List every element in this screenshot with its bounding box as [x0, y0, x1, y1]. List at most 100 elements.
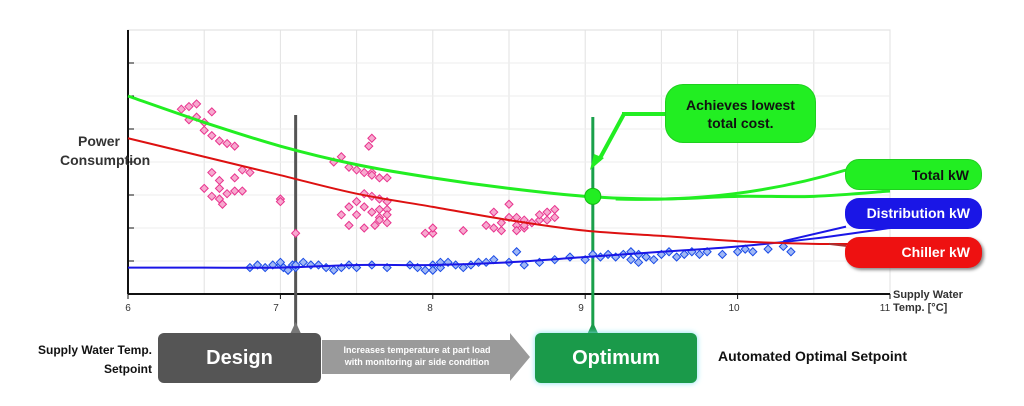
scatter-point [214, 136, 225, 146]
optimum-pointer [586, 322, 599, 335]
scatter-point [382, 173, 392, 183]
scatter-point [428, 228, 438, 238]
scatter-point [275, 257, 286, 268]
arrow-caption-line1: Increases temperature at part load [343, 345, 491, 355]
callout-line2: total cost. [707, 115, 774, 131]
setpoint-label-line1: Supply Water Temp. [37, 343, 152, 357]
scatter-point [496, 218, 507, 228]
callout-arrowhead [590, 154, 604, 170]
scatter-point [732, 247, 743, 257]
scatter-point [481, 220, 491, 231]
series-line-distribution-kw [128, 227, 891, 269]
scatter-point [364, 141, 374, 151]
x-tick-label: 6 [125, 303, 131, 314]
scatter-point [374, 173, 385, 183]
scatter-point [550, 212, 560, 223]
scatter-point [382, 218, 392, 228]
scatter-point [489, 223, 499, 233]
y-axis-label: Power Consumption [60, 132, 151, 170]
scatter-point [359, 167, 369, 178]
x-tick-label: 10 [728, 303, 740, 314]
scatter-point [740, 244, 750, 254]
scatter-point [229, 173, 240, 183]
scatter-point [344, 220, 354, 231]
scatter-point [786, 247, 796, 257]
scatter-point [542, 207, 552, 217]
scatter-point [626, 254, 636, 265]
scatter-point [222, 138, 232, 149]
optimum-point [584, 187, 602, 205]
progress-arrow [322, 333, 530, 381]
scatter-point [275, 196, 286, 207]
scatter-point [504, 199, 514, 209]
scatter-point [748, 247, 758, 257]
scatter-point [542, 215, 552, 225]
automated-setpoint-label: Automated Optimal Setpoint [718, 348, 907, 364]
scatter-point [290, 228, 301, 238]
scatter-point [367, 207, 377, 217]
design-pointer [289, 322, 302, 335]
lowest-cost-callout: Achieves lowest total cost. [665, 84, 816, 143]
scatter-point [344, 202, 354, 212]
setpoint-label-line2: Setpoint [104, 362, 152, 376]
x-tick-label: 9 [578, 303, 584, 314]
scatter-point [717, 249, 728, 260]
arrow-caption-line2: with monitoring air side condition [344, 357, 490, 367]
optimum-box: Optimum [535, 333, 697, 383]
x-tick-label: 7 [273, 303, 279, 314]
scatter-point [184, 101, 194, 112]
x-axis-label-line2: Temp. [°C] [893, 302, 948, 314]
scatter-point [359, 202, 369, 212]
scatter-point [420, 265, 430, 275]
design-box: Design [158, 333, 321, 383]
scatter-point [489, 207, 499, 217]
chiller-connector [828, 242, 847, 247]
bottom-shapes [289, 322, 599, 381]
scatter-point [679, 249, 689, 260]
scatter-point [344, 162, 354, 172]
scatter-point [207, 167, 217, 178]
scatter-point [199, 125, 209, 136]
x-axis-label: Supply Water Temp. [°C] [893, 289, 963, 315]
scatter-point [641, 252, 651, 262]
scatter-point [191, 99, 202, 109]
scatter-point [351, 210, 362, 220]
scatter-point [649, 254, 659, 265]
scatter-point [370, 220, 380, 231]
scatter-point [336, 210, 347, 220]
scatter-point [519, 260, 529, 270]
scatter-point [222, 188, 232, 199]
scatter-point [217, 199, 228, 209]
scatter-point [374, 215, 385, 225]
total-connector [615, 168, 847, 201]
scatter-point [199, 183, 209, 194]
arrow-caption: Increases temperature at part load with … [322, 344, 512, 368]
scatter-point [458, 225, 468, 236]
scatter-point [229, 141, 240, 151]
scatter-point [237, 186, 248, 196]
legend-distribution-kw: Distribution kW [845, 198, 982, 229]
axes [127, 30, 891, 299]
scatter-point [496, 225, 507, 236]
legend-chiller-kw: Chiller kW [845, 237, 982, 268]
scatter-point [420, 228, 430, 238]
setpoint-label: Supply Water Temp. Setpoint [14, 341, 152, 379]
scatter-point [351, 165, 362, 175]
scatter-point [329, 265, 339, 275]
x-tick-label: 11 [879, 303, 891, 314]
scatter-point [428, 223, 438, 233]
scatter-point [671, 252, 682, 262]
y-axis-label-line1: Power [77, 133, 120, 149]
scatter-point [237, 165, 248, 175]
scatter-point [763, 244, 773, 254]
y-axis-label-line2: Consumption [60, 152, 151, 168]
callout-line1: Achieves lowest [686, 97, 795, 113]
series-line-chiller-kw [127, 137, 891, 246]
callout-pointer [597, 113, 626, 161]
grid [127, 29, 891, 295]
scatter-point [214, 183, 225, 194]
scatter-point [207, 191, 217, 202]
scatter-point [694, 249, 705, 260]
scatter-point [534, 210, 545, 220]
